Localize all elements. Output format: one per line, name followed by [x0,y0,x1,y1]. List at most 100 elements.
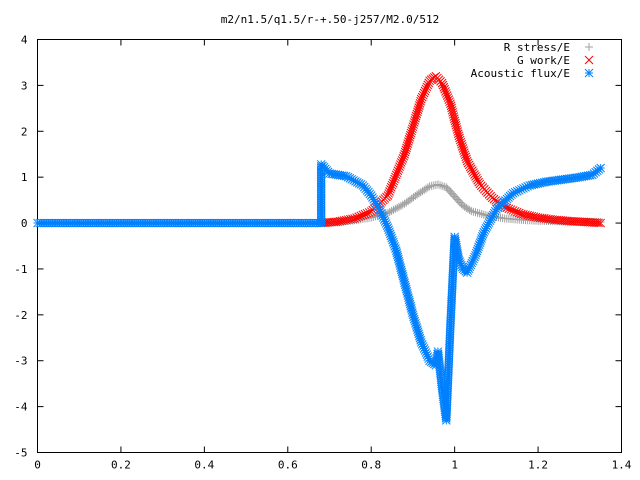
data-point [476,236,486,245]
data-point [371,199,381,208]
data-point [393,203,402,212]
data-point [467,207,476,216]
data-point [387,206,396,215]
data-point [349,175,358,185]
data-point [473,208,482,217]
data-point [468,256,478,266]
y-tick-label: -5 [14,447,27,460]
data-point [481,224,491,233]
x-tick-label: 1 [451,459,458,472]
data-point [487,212,497,222]
data-point [596,218,605,228]
data-point [375,204,384,214]
data-point [465,262,475,272]
data-point [483,220,493,229]
data-point [481,211,490,220]
series-2 [33,159,605,425]
data-point [394,256,404,266]
data-point [479,210,488,219]
x-tick-label: 1.2 [528,459,548,472]
data-point [486,214,496,224]
data-point [508,188,518,198]
data-point [408,308,417,318]
data-point [390,242,400,251]
data-point [386,231,396,241]
x-tick-label: 0.6 [278,459,298,472]
data-point [403,289,412,298]
data-point [388,235,397,245]
data-point [382,221,392,230]
data-point [466,260,476,270]
y-tick-label: 3 [21,79,28,92]
data-point [385,207,394,216]
data-point [474,177,483,187]
data-point [471,248,481,258]
data-point [406,304,416,313]
x-tick-label: 0.4 [194,459,214,472]
data-point [464,264,474,274]
data-point [519,183,528,193]
data-point [414,329,424,339]
data-point [454,255,464,265]
data-point [510,187,520,197]
data-point [401,284,411,294]
data-point [474,242,483,252]
y-tick-label: 2 [21,125,28,138]
data-point [417,340,427,349]
data-point [383,223,393,232]
data-point [422,350,432,359]
data-point [415,333,425,343]
data-point [398,269,407,279]
data-point [405,297,414,307]
data-point [440,182,449,191]
data-point [482,222,492,231]
data-point [472,246,482,256]
data-point [420,346,430,355]
data-point [381,219,391,228]
data-point [489,208,499,218]
data-point [407,306,417,315]
y-tick-label: 1 [21,171,28,184]
y-tick-label: -3 [14,355,27,368]
y-tick-label: 0 [21,217,28,230]
data-point [480,225,490,235]
data-point [469,254,478,264]
data-point [596,163,605,173]
data-point [391,246,401,255]
data-point [400,278,409,288]
plot-frame [37,39,622,453]
data-point [467,258,477,268]
legend-label: R stress/E [504,41,570,54]
data-point [393,252,403,262]
legend-marker [585,43,593,51]
data-point [512,186,522,196]
data-point [419,344,429,353]
data-point [397,267,407,277]
y-tick-label: -4 [14,401,28,414]
data-point [438,181,447,190]
data-point [413,327,423,337]
data-point [423,183,432,192]
data-point [592,218,601,228]
axis-ticks: 0 0.2 0.4 0.6 0.8 1 1.2 1.4 4 3 2 1 0 -1 -2 -3 -4 -5 [14,34,632,472]
data-point [393,250,402,260]
data-point [369,195,378,204]
data-point [409,314,419,324]
data-point [404,295,414,305]
data-point [405,299,415,309]
y-tick-label: -2 [14,309,27,322]
data-point [379,215,389,224]
data-point [368,193,377,202]
data-point [456,260,466,270]
data-point [396,265,406,275]
legend-marker [584,68,594,78]
data-point [418,342,428,351]
data-point [478,229,488,239]
data-point [514,185,524,195]
data-point [398,271,408,281]
data-point [380,217,390,226]
data-point [416,335,425,345]
data-point [343,172,353,182]
